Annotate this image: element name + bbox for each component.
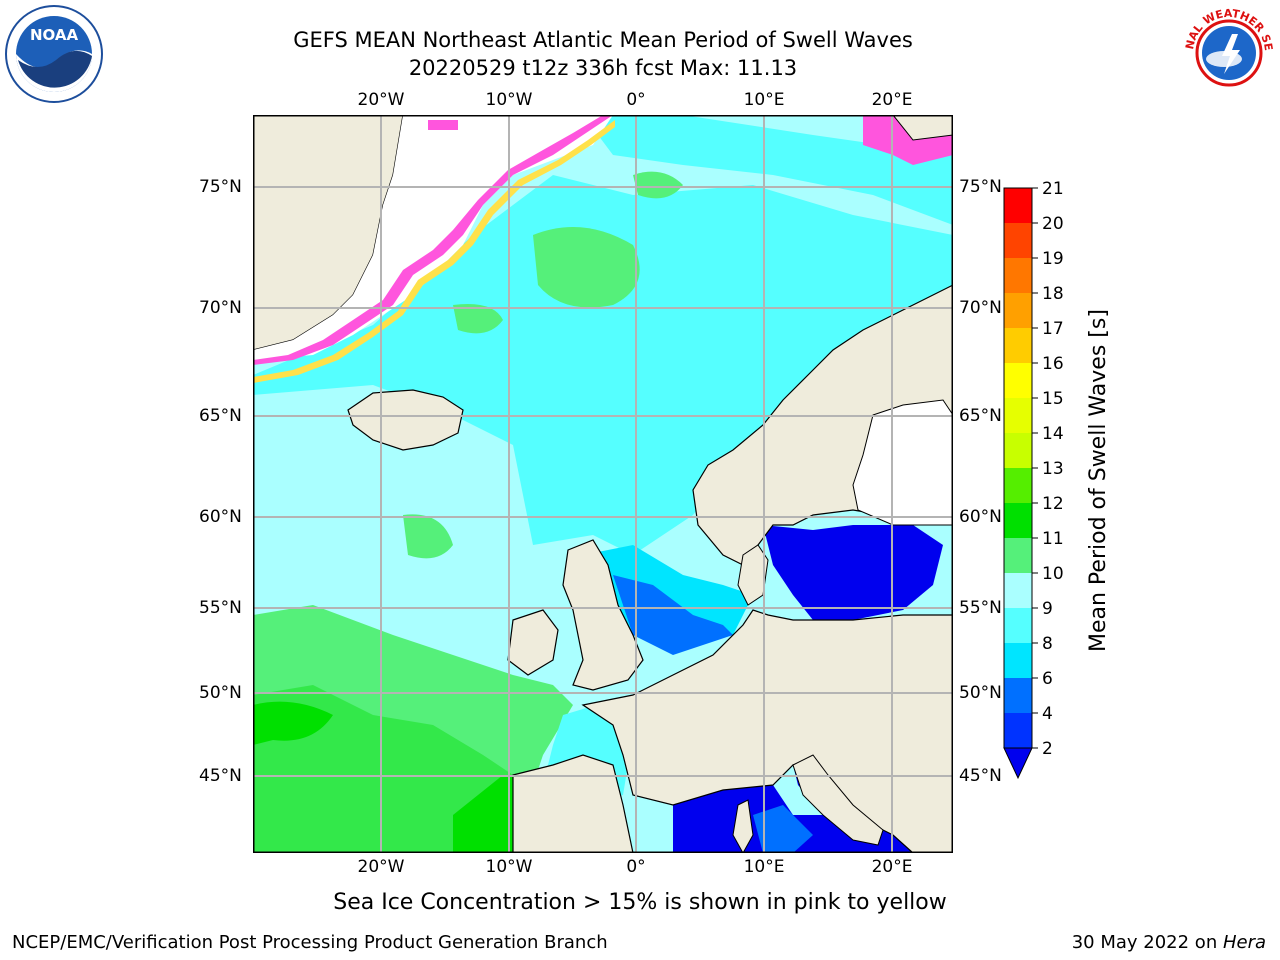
colorbar-tick-label: 8: [1042, 634, 1053, 654]
colorbar-tick-label: 6: [1042, 669, 1053, 689]
colorbar-tick-label: 18: [1042, 284, 1064, 304]
colorbar-tick-label: 14: [1042, 424, 1064, 444]
colorbar-bin: [1004, 573, 1032, 608]
colorbar-tick-label: 15: [1042, 389, 1064, 409]
colorbar-tick-label: 4: [1042, 704, 1053, 724]
map-title: GEFS MEAN Northeast Atlantic Mean Period…: [293, 28, 913, 52]
colorbar-bin: [1004, 503, 1032, 538]
lat-label-left-75n: 75°N: [199, 177, 242, 197]
lon-label-top-10w: 10°W: [485, 90, 533, 110]
colorbar-bin: [1004, 398, 1032, 433]
land-continental-europe: [581, 609, 953, 853]
lat-label-right-75n: 75°N: [959, 177, 1002, 197]
lat-label-right-45n: 45°N: [959, 766, 1002, 786]
lon-label-top-10e: 10°E: [743, 90, 785, 110]
colorbar-bin: [1004, 713, 1032, 748]
swell-zone-tyrrhenian: [753, 805, 813, 853]
lon-label-top-0: 0°: [626, 90, 646, 110]
land-great-britain: [562, 539, 644, 691]
swell-zone-11-12-west: [253, 701, 333, 745]
lat-label-left-50n: 50°N: [199, 683, 242, 703]
swell-zone-6-8: [253, 175, 953, 555]
land-corsica-sardinia: [732, 799, 754, 853]
colorbar-bin: [1004, 678, 1032, 713]
colorbar-bin: [1004, 223, 1032, 258]
land-svalbard: [892, 115, 953, 141]
swell-patch-norwegian: [453, 304, 503, 334]
footer-date: 30 May 2022 on Hera: [1072, 932, 1266, 953]
lon-label-bottom-10e: 10°E: [743, 857, 785, 877]
colorbar-label: Mean Period of Swell Waves [s]: [1086, 309, 1111, 652]
colorbar-bin: [1004, 433, 1032, 468]
nws-logo: NATIONAL WEATHER SERVICE: [1180, 4, 1276, 100]
colorbar-tick-label: 21: [1042, 180, 1064, 199]
colorbar-bin: [1004, 328, 1032, 363]
colorbar-bin: [1004, 643, 1032, 678]
colorbar-bin: [1004, 538, 1032, 573]
swell-zone-4-6-north-sea: [613, 575, 733, 655]
colorbar-bin: [1004, 293, 1032, 328]
map-border: [253, 115, 953, 853]
swell-patch-north: [533, 227, 640, 308]
colorbar-tick-label: 11: [1042, 529, 1064, 549]
colorbar: 2 4 6 8 9 10 11 12 13 14 15 16 17 18 19 20 21: [1003, 180, 1064, 780]
lon-label-bottom-10w: 10°W: [485, 857, 533, 877]
noaa-logo-text: NOAA: [30, 26, 79, 44]
sea-ice-patch: [428, 120, 458, 130]
colorbar-bin: [1004, 188, 1032, 223]
colorbar-ticks: 2 4 6 8 9 10 11 12 13 14 15 16 17 18 19 20 21: [1032, 180, 1064, 759]
lat-label-right-70n: 70°N: [959, 298, 1002, 318]
sea-ice-yellow-fringe: [253, 120, 615, 383]
colorbar-tick-label: 13: [1042, 459, 1064, 479]
lat-label-right-60n: 60°N: [959, 507, 1002, 527]
colorbar-tick-label: 2: [1042, 739, 1053, 759]
lon-label-bottom-20w: 20°W: [357, 857, 405, 877]
colorbar-tick-label: 10: [1042, 564, 1064, 584]
lat-label-left-60n: 60°N: [199, 507, 242, 527]
ice-free-white-zone: [253, 115, 613, 360]
colorbar-bin: [1004, 608, 1032, 643]
colorbar-tick-label: 17: [1042, 319, 1064, 339]
colorbar-bin: [1004, 258, 1032, 293]
footer-credit: NCEP/EMC/Verification Post Processing Pr…: [12, 932, 608, 953]
footer-date-text: 30 May 2022 on: [1071, 932, 1223, 953]
lon-label-top-20e: 20°E: [871, 90, 913, 110]
land-italy: [792, 754, 884, 846]
lat-label-right-50n: 50°N: [959, 683, 1002, 703]
colorbar-tick-label: 20: [1042, 214, 1064, 234]
lon-label-bottom-0: 0°: [626, 857, 646, 877]
colorbar-bins: [1003, 187, 1033, 780]
swell-period-map: [253, 115, 953, 853]
swell-patch-svalbard: [633, 171, 683, 199]
colorbar-underflow: [1003, 747, 1033, 780]
colorbar-tick-label: 9: [1042, 599, 1053, 619]
noaa-logo: NOAA: [5, 5, 103, 103]
lon-label-top-20w: 20°W: [357, 90, 405, 110]
lon-label-bottom-20e: 20°E: [871, 857, 913, 877]
lat-label-left-45n: 45°N: [199, 766, 242, 786]
colorbar-tick-label: 12: [1042, 494, 1064, 514]
colorbar-tick-label: 16: [1042, 354, 1064, 374]
colorbar-bin: [1004, 468, 1032, 503]
lat-label-left-70n: 70°N: [199, 298, 242, 318]
land-iberia: [512, 754, 634, 853]
colorbar-bin: [1004, 363, 1032, 398]
gulf-of-bothnia: [852, 399, 953, 526]
footer-machine: Hera: [1222, 932, 1266, 953]
lat-label-right-65n: 65°N: [959, 406, 1002, 426]
sea-ice-note: Sea Ice Concentration > 15% is shown in …: [333, 890, 947, 915]
land-iceland: [347, 389, 464, 451]
swell-zone-6-8-north: [583, 115, 953, 225]
colorbar-tick-label: 19: [1042, 249, 1064, 269]
gridlines: [253, 115, 953, 853]
lat-label-left-55n: 55°N: [199, 598, 242, 618]
swell-zone-baltic: [763, 525, 943, 620]
map-subtitle: 20220529 t12z 336h fcst Max: 11.13: [408, 56, 798, 80]
swell-patch-atlantic-1: [403, 514, 453, 559]
lat-label-right-55n: 55°N: [959, 598, 1002, 618]
lat-label-left-65n: 65°N: [199, 406, 242, 426]
